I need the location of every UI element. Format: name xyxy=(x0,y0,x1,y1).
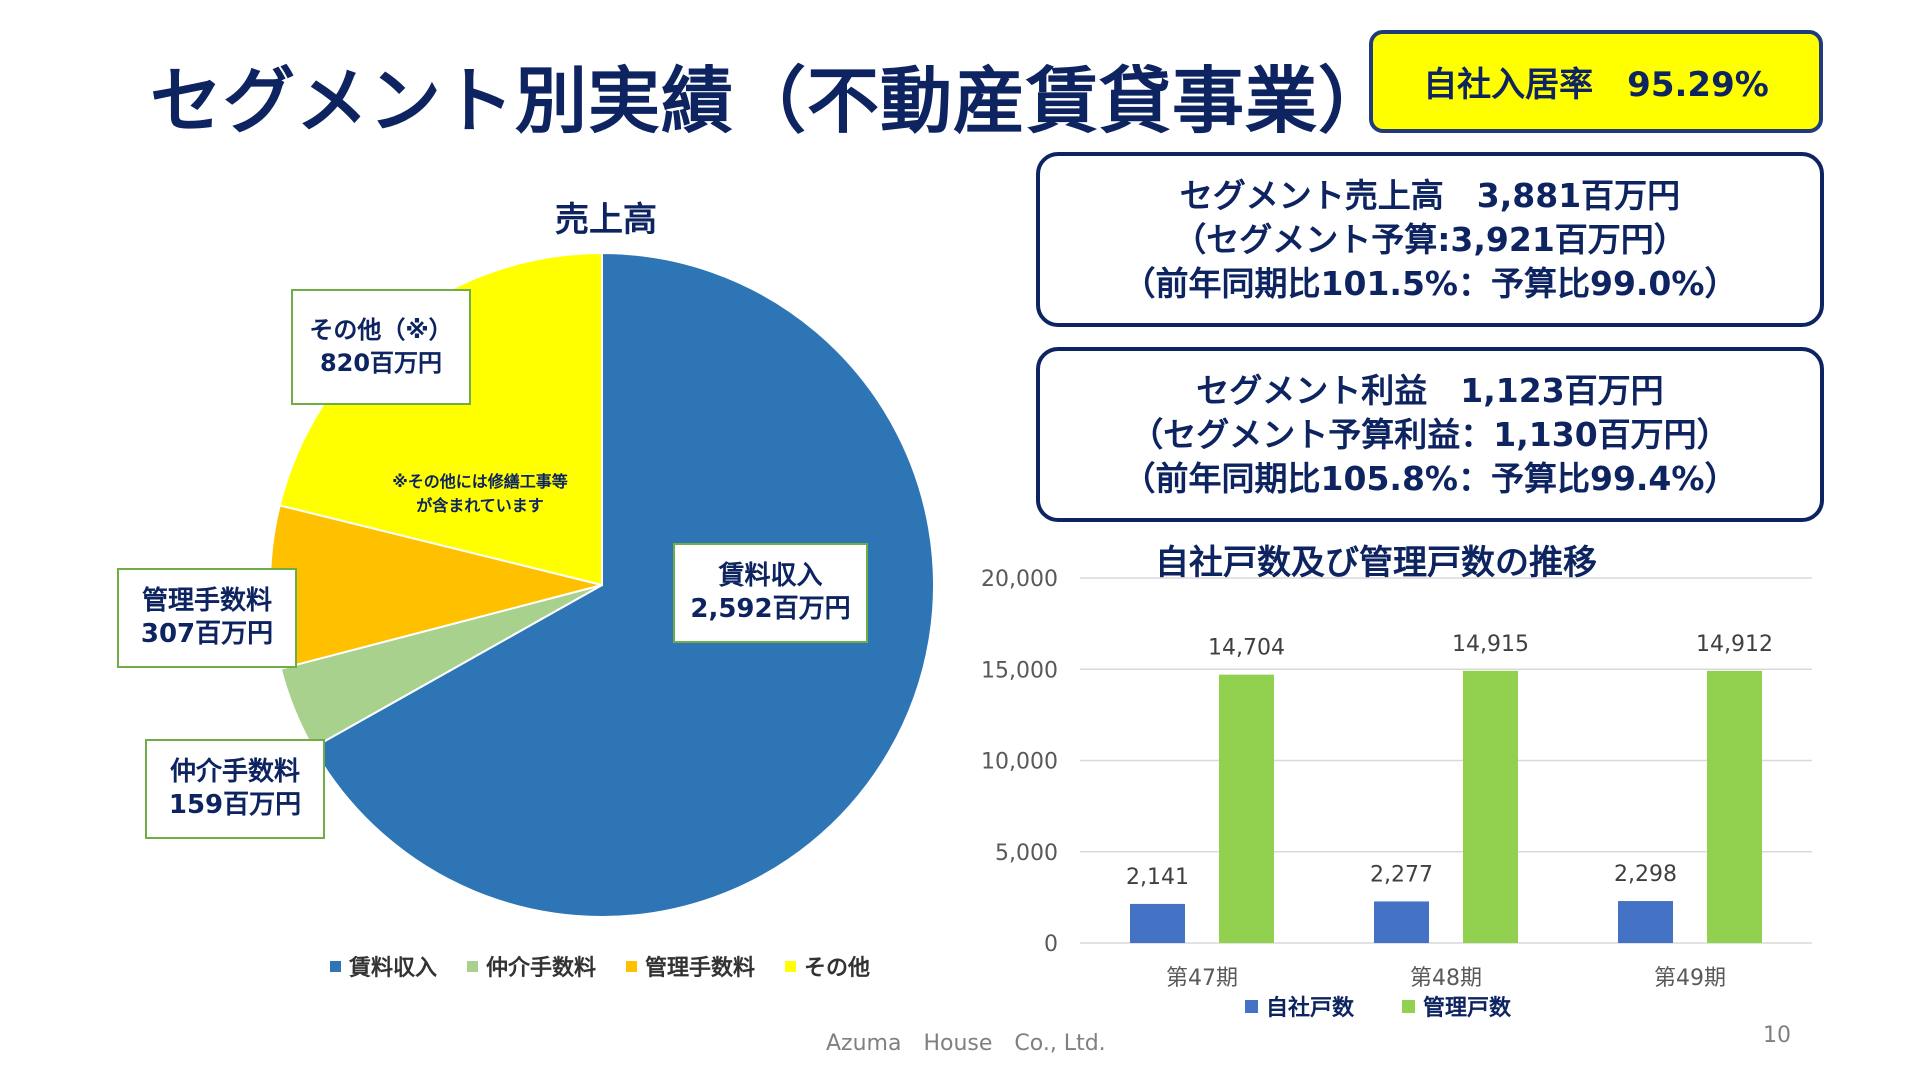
bar xyxy=(1130,903,1185,943)
segment-sales-box: セグメント売上高 3,881百万円 （セグメント予算:3,921百万円） （前年… xyxy=(1036,152,1824,327)
bar-value-label: 14,912 xyxy=(1696,632,1773,657)
legend-item-broker: 仲介手数料 xyxy=(467,950,596,982)
pie-note: ※その他には修繕工事等 が含まれています xyxy=(350,470,610,518)
legend-label: 管理手数料 xyxy=(645,956,756,981)
y-tick-label: 10,000 xyxy=(981,750,1058,775)
pie-slice xyxy=(311,251,935,918)
bar xyxy=(1463,670,1518,943)
bar xyxy=(1374,901,1429,943)
callout-rent-income: 賃料収入 2,592百万円 xyxy=(673,543,868,643)
x-tick-label: 第48期 xyxy=(1410,966,1482,991)
legend-swatch xyxy=(626,960,638,972)
legend-item-other: その他 xyxy=(785,950,870,982)
segment-profit-line: セグメント利益 1,123百万円 xyxy=(1196,370,1664,410)
page-number: 10 xyxy=(1763,1023,1791,1048)
segment-sales-ratio-line: （前年同期比101.5%：予算比99.0%） xyxy=(1122,263,1738,303)
callout-other-label: その他（※） xyxy=(309,316,453,344)
legend-label: 自社戸数 xyxy=(1266,996,1355,1021)
legend-swatch xyxy=(785,960,797,972)
pie-legend: 賃料収入 仲介手数料 管理手数料 その他 xyxy=(330,950,870,982)
bar-value-label: 2,141 xyxy=(1126,865,1189,890)
x-tick-label: 第49期 xyxy=(1654,966,1726,991)
legend-swatch xyxy=(467,960,479,972)
pie-note-line1: ※その他には修繕工事等 xyxy=(392,472,568,491)
segment-profit-ratio-line: （前年同期比105.8%：予算比99.4%） xyxy=(1122,458,1738,498)
pie-note-line2: が含まれています xyxy=(416,496,544,515)
company-footer: Azuma House Co., Ltd. xyxy=(826,1031,1106,1056)
segment-budget-line: （セグメント予算:3,921百万円） xyxy=(1173,219,1687,259)
callout-management-fee: 管理手数料 307百万円 xyxy=(117,568,297,668)
legend-item-managed-units: 管理戸数 xyxy=(1402,990,1511,1022)
bar-value-label: 14,704 xyxy=(1208,636,1285,661)
bar-chart-title: 自社戸数及び管理戸数の推移 xyxy=(1155,543,1597,583)
page-title: セグメント別実績（不動産賃貸事業） xyxy=(150,59,1392,143)
callout-mgmt-value: 307百万円 xyxy=(140,619,274,649)
x-tick-label: 第47期 xyxy=(1166,966,1238,991)
legend-label: その他 xyxy=(804,956,871,981)
callout-other: その他（※） 820百万円 xyxy=(291,289,471,405)
legend-label: 賃料収入 xyxy=(349,956,438,981)
callout-broker-label: 仲介手数料 xyxy=(169,757,300,787)
occupancy-badge: 自社入居率 95.29% xyxy=(1369,30,1823,133)
bar-value-label: 14,915 xyxy=(1452,632,1529,657)
bar xyxy=(1618,901,1673,943)
y-tick-label: 15,000 xyxy=(981,658,1058,683)
legend-label: 管理戸数 xyxy=(1423,996,1512,1021)
bar-legend: 自社戸数 管理戸数 xyxy=(1245,990,1511,1022)
y-tick-label: 0 xyxy=(1044,932,1058,957)
callout-rent-value: 2,592百万円 xyxy=(690,594,851,624)
segment-sales-line: セグメント売上高 3,881百万円 xyxy=(1179,175,1681,215)
segment-budget-profit-line: （セグメント予算利益：1,130百万円） xyxy=(1130,414,1730,454)
segment-profit-box: セグメント利益 1,123百万円 （セグメント予算利益：1,130百万円） （前… xyxy=(1036,347,1824,522)
bar-value-label: 2,298 xyxy=(1614,862,1677,887)
sales-pie-chart xyxy=(269,251,935,918)
pie-chart-title: 売上高 xyxy=(555,200,657,240)
legend-swatch xyxy=(1402,999,1416,1013)
legend-swatch xyxy=(1245,999,1258,1013)
legend-item-rent: 賃料収入 xyxy=(330,950,437,982)
bar xyxy=(1219,674,1274,943)
legend-item-mgmt: 管理手数料 xyxy=(626,950,755,982)
legend-item-own-units: 自社戸数 xyxy=(1245,990,1354,1022)
y-tick-label: 20,000 xyxy=(981,567,1058,592)
callout-other-value: 820百万円 xyxy=(319,349,443,377)
bar-value-label: 2,277 xyxy=(1370,862,1433,887)
legend-label: 仲介手数料 xyxy=(486,956,597,981)
callout-rent-label: 賃料収入 xyxy=(718,561,823,591)
legend-swatch xyxy=(330,960,341,972)
bar xyxy=(1707,670,1762,943)
callout-mgmt-label: 管理手数料 xyxy=(141,586,272,616)
callout-brokerage-fee: 仲介手数料 159百万円 xyxy=(145,739,325,839)
y-tick-label: 5,000 xyxy=(995,841,1058,866)
callout-broker-value: 159百万円 xyxy=(168,790,302,820)
